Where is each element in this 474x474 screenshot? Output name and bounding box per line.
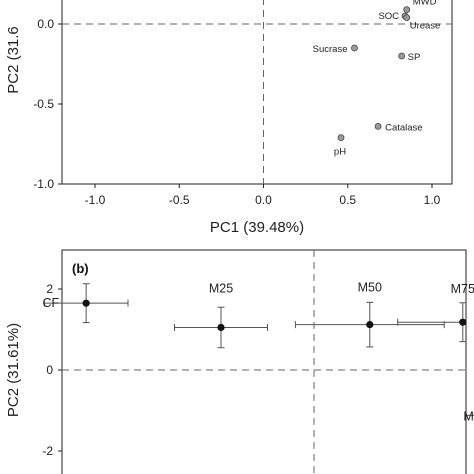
panel-a-x-tick-label: 0.5	[339, 193, 356, 207]
panel-a-x-tick-label: 0.0	[255, 193, 272, 207]
panel-b-y-tick-label: 2	[46, 282, 53, 296]
loading-point	[398, 52, 406, 60]
loading-label: SP	[408, 52, 421, 63]
panel-a-x-tick-label: 1.0	[424, 193, 441, 207]
panel-a-y-tick-label: -1.0	[33, 177, 54, 191]
score-point	[217, 323, 225, 332]
loading-label: pH	[334, 147, 346, 158]
loading-label: Urease	[410, 21, 441, 32]
loading-point	[351, 44, 358, 52]
score-label: CF	[42, 296, 59, 310]
panel-b-y-tick-label: 0	[46, 363, 53, 377]
panel-a-x-tick-label: -0.5	[169, 193, 190, 207]
loading-label: Catalase	[385, 122, 423, 133]
loading-point	[403, 14, 411, 22]
panel-b-y-axis-title: PC2 (31.61%)	[5, 323, 22, 417]
score-label: M50	[358, 281, 382, 295]
panel-a-y-axis-title: PC2 (31.6	[5, 26, 22, 94]
panel-b-frame	[61, 249, 467, 474]
panel-a-frame	[61, 0, 453, 185]
loading-point	[403, 6, 411, 14]
panel-a-y-tick-label: 0.0	[37, 17, 54, 31]
score-point	[459, 318, 467, 326]
score-label: M100	[463, 409, 474, 423]
score-point	[82, 299, 90, 307]
score-point	[366, 321, 374, 329]
panel-a-y-tick-label: -0.5	[33, 97, 54, 111]
panel-a-x-axis-title: PC1 (39.48%)	[210, 219, 304, 236]
loading-label: SOC	[378, 11, 399, 22]
loading-point	[374, 123, 382, 130]
loading-point	[337, 134, 345, 142]
loading-label: MWD	[413, 0, 437, 8]
score-label: M25	[209, 281, 233, 295]
score-label: M75	[451, 282, 474, 296]
panel-b-y-tick-label: -2	[42, 444, 53, 458]
panel-b-tag: (b)	[72, 261, 89, 276]
loading-label: Sucrase	[313, 44, 348, 55]
panel-a-x-tick-label: -1.0	[85, 193, 106, 207]
